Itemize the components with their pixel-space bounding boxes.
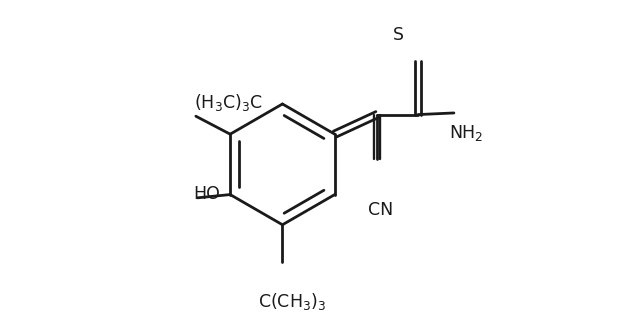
Text: HO: HO (193, 185, 220, 203)
Text: NH$_2$: NH$_2$ (449, 124, 483, 143)
Text: C(CH$_3$)$_3$: C(CH$_3$)$_3$ (258, 291, 326, 312)
Text: CN: CN (368, 201, 393, 219)
Text: S: S (393, 27, 404, 44)
Text: (H$_3$C)$_3$C: (H$_3$C)$_3$C (195, 92, 263, 113)
